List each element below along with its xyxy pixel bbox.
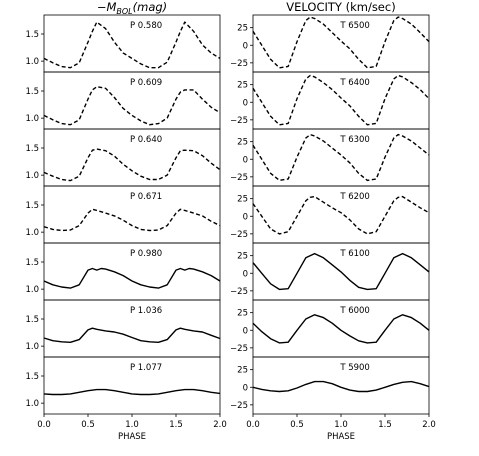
y-tick-label: 25 xyxy=(237,195,248,205)
magnitude-column-title: −MBOL(mag) xyxy=(97,0,167,16)
panel: T 6400 −25 0 25 xyxy=(230,71,430,130)
panel: T 5900 −25 0 25 xyxy=(230,356,430,415)
panel-label: P 0.980 xyxy=(130,249,162,259)
panel-label: T 5900 xyxy=(339,363,370,373)
velocity-column: VELOCITY (km/sec) T 6500 −25 0 25 T 6400 −25 0… xyxy=(230,0,436,442)
x-axis-label: PHASE xyxy=(118,432,146,442)
panel-label: P 0.671 xyxy=(130,192,162,202)
x-tick-label: 2.0 xyxy=(213,420,227,430)
x-tick-label: 0.5 xyxy=(290,420,304,430)
panel: P 1.036 1.0 1.5 xyxy=(25,299,221,358)
x-tick-label: 0.0 xyxy=(37,420,51,430)
series-line xyxy=(43,327,221,343)
y-tick-label: 1.5 xyxy=(25,258,39,268)
y-tick-label: 0 xyxy=(243,98,248,108)
series-line xyxy=(43,208,221,232)
y-tick-label: 0 xyxy=(243,41,248,51)
x-tick-label: 1.5 xyxy=(378,420,392,430)
y-tick-label: 1.0 xyxy=(25,228,39,238)
series-line xyxy=(252,314,430,344)
x-tick-label: 0.5 xyxy=(81,420,95,430)
x-axis-label: PHASE xyxy=(327,432,355,442)
y-tick-label: −25 xyxy=(230,230,248,240)
y-tick-label: 1.5 xyxy=(25,315,39,325)
x-tick-label: 0.0 xyxy=(246,420,260,430)
panel-label: T 6100 xyxy=(339,249,370,259)
series-line xyxy=(252,195,430,235)
magnitude-title-subscript: BOL xyxy=(116,7,132,16)
y-tick-label: −25 xyxy=(230,59,248,69)
y-tick-label: 1.5 xyxy=(25,87,39,97)
y-tick-label: −25 xyxy=(230,173,248,183)
y-tick-label: 1.5 xyxy=(25,144,39,154)
y-tick-label: 1.0 xyxy=(25,114,39,124)
y-tick-label: 1.5 xyxy=(25,30,39,40)
y-tick-label: 1.0 xyxy=(25,399,39,409)
panel-label: T 6200 xyxy=(339,192,370,202)
x-tick-label: 2.0 xyxy=(422,420,436,430)
y-tick-label: 25 xyxy=(237,24,248,34)
series-line xyxy=(43,148,221,182)
panel: P 0.671 1.0 1.5 xyxy=(25,185,221,244)
y-tick-label: 1.0 xyxy=(25,57,39,67)
y-tick-label: 25 xyxy=(237,81,248,91)
y-tick-label: 25 xyxy=(237,138,248,148)
series-line xyxy=(43,388,221,396)
magnitude-title-main: −M xyxy=(97,0,117,14)
y-tick-label: 1.0 xyxy=(25,342,39,352)
y-tick-label: 0 xyxy=(243,326,248,336)
y-tick-label: 25 xyxy=(237,366,248,376)
panel-label: T 6500 xyxy=(339,21,370,31)
series-line xyxy=(252,380,430,393)
y-tick-label: 25 xyxy=(237,309,248,319)
panel: T 6500 −25 0 25 xyxy=(230,14,430,73)
series-line xyxy=(252,74,430,126)
series-line xyxy=(43,21,221,69)
series-line xyxy=(43,86,221,126)
panel-label: P 0.609 xyxy=(130,78,162,88)
x-tick-label: 1.5 xyxy=(169,420,183,430)
series-line xyxy=(252,252,430,291)
panel-label: P 1.036 xyxy=(130,306,162,316)
y-tick-label: −25 xyxy=(230,287,248,297)
y-tick-label: −25 xyxy=(230,116,248,126)
panel: T 6300 −25 0 25 xyxy=(230,128,430,187)
y-tick-label: 0 xyxy=(243,155,248,165)
magnitude-title-unit: (mag) xyxy=(133,0,168,14)
panel-label: T 6300 xyxy=(339,135,370,145)
panel: P 0.640 1.0 1.5 xyxy=(25,128,221,187)
y-tick-label: 0 xyxy=(243,383,248,393)
x-tick-label: 1.0 xyxy=(334,420,348,430)
panel-label: P 0.640 xyxy=(130,135,162,145)
series-line xyxy=(43,267,221,289)
velocity-column-title: VELOCITY (km/sec) xyxy=(286,0,395,14)
panel: T 6200 −25 0 25 xyxy=(230,185,430,244)
panel: P 0.609 1.0 1.5 xyxy=(25,71,221,130)
y-tick-label: −25 xyxy=(230,344,248,354)
y-tick-label: 1.5 xyxy=(25,372,39,382)
panel: P 0.580 1.0 1.5 xyxy=(25,14,221,73)
y-tick-label: 0 xyxy=(243,269,248,279)
y-tick-label: −25 xyxy=(230,401,248,411)
y-tick-label: 25 xyxy=(237,252,248,262)
y-tick-label: 0 xyxy=(243,212,248,222)
x-tick-label: 1.0 xyxy=(125,420,139,430)
panel: P 1.077 1.0 1.5 xyxy=(25,356,221,415)
y-tick-label: 1.5 xyxy=(25,201,39,211)
panel-label: P 0.580 xyxy=(130,21,162,31)
y-tick-label: 1.0 xyxy=(25,171,39,181)
panel: P 0.980 1.0 1.5 xyxy=(25,242,221,301)
panel: T 6100 −25 0 25 xyxy=(230,242,430,301)
y-tick-label: 1.0 xyxy=(25,285,39,295)
panel-label: T 6400 xyxy=(339,78,370,88)
panel: T 6000 −25 0 25 xyxy=(230,299,430,358)
panel-label: T 6000 xyxy=(339,306,370,316)
panel-label: P 1.077 xyxy=(130,363,162,373)
